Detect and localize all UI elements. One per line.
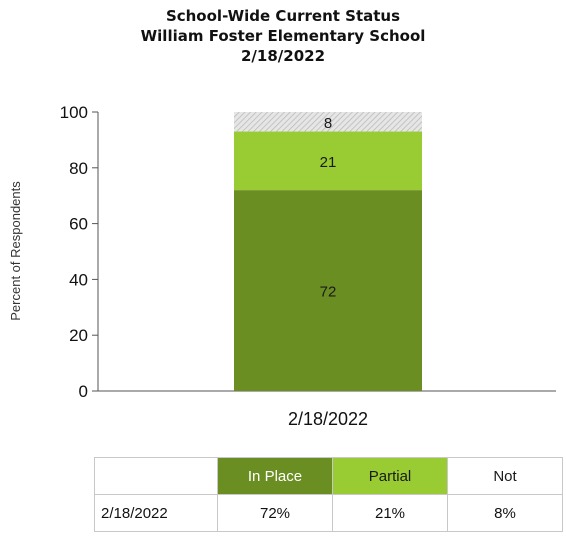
bar-segment-not bbox=[234, 112, 422, 132]
y-tick-label: 40 bbox=[69, 270, 88, 289]
chart-title: School-Wide Current Status bbox=[165, 7, 401, 25]
chart-subtitle-date: 2/18/2022 bbox=[240, 47, 326, 65]
chart-titles: School-Wide Current Status William Foste… bbox=[0, 6, 566, 66]
table-cell-not: 8% bbox=[447, 494, 563, 532]
table-header-not: Not bbox=[447, 457, 563, 495]
y-tick-label: 100 bbox=[60, 103, 88, 122]
bar-segment-partial bbox=[234, 131, 422, 191]
plot-area: 0 20 40 60 80 100 72 21 8 2/18/2022 bbox=[60, 103, 556, 429]
table-cell-date: 2/18/2022 bbox=[94, 494, 218, 532]
table-header-row: In Place Partial Not bbox=[94, 457, 563, 495]
table-cell-in-place: 72% bbox=[217, 494, 333, 532]
y-tick-label: 20 bbox=[69, 326, 88, 345]
x-tick-label: 2/18/2022 bbox=[288, 409, 368, 429]
table-row: 2/18/2022 72% 21% 8% bbox=[94, 494, 563, 532]
y-tick-label: 80 bbox=[69, 159, 88, 178]
table-header-empty bbox=[94, 457, 218, 495]
table-header-in-place: In Place bbox=[217, 457, 333, 495]
bar-segment-in-place bbox=[234, 190, 422, 391]
chart-subtitle-school: William Foster Elementary School bbox=[140, 27, 426, 45]
data-label-not: 8 bbox=[324, 115, 332, 132]
stacked-bar-chart: Percent of Respondents 0 20 40 60 80 100 72 21 8… bbox=[8, 103, 556, 429]
y-tick-label: 0 bbox=[79, 382, 88, 401]
data-label-in-place: 72 bbox=[320, 284, 337, 301]
table-cell-partial: 21% bbox=[332, 494, 448, 532]
table-header-partial: Partial bbox=[332, 457, 448, 495]
data-label-partial: 21 bbox=[320, 154, 337, 171]
y-axis-label: Percent of Respondents bbox=[8, 181, 23, 321]
data-table: In Place Partial Not 2/18/2022 72% 21% 8… bbox=[94, 457, 563, 532]
y-tick-label: 60 bbox=[69, 215, 88, 234]
